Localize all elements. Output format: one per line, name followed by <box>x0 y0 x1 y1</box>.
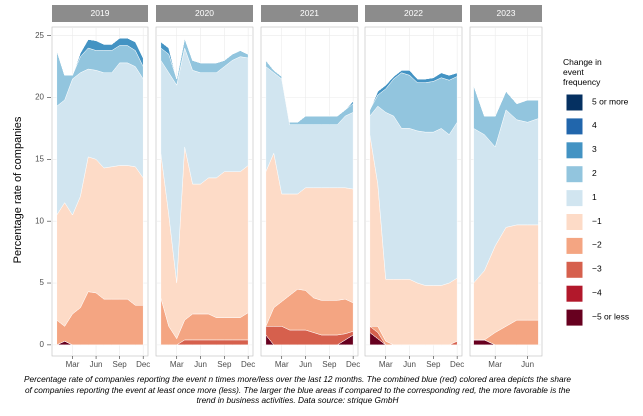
x-tick-label: Jun <box>403 360 416 369</box>
area <box>160 37 249 80</box>
x-tick-label: Sep <box>113 360 128 369</box>
x-tick-label: Jun <box>90 360 103 369</box>
y-axis-title: Percentage rate of companies <box>12 116 24 263</box>
legend-label: −1 <box>592 216 602 226</box>
legend-key <box>565 93 584 112</box>
x-tick-label: Mar <box>66 360 80 369</box>
y-tick-label: 20 <box>35 93 44 102</box>
x-tick-label: Sep <box>426 360 441 369</box>
strip-label: 2020 <box>195 8 214 18</box>
area <box>265 60 354 123</box>
strip <box>261 5 358 22</box>
x-tick-label: Sep <box>217 360 232 369</box>
y-tick-label: 25 <box>35 31 44 40</box>
x-tick-label: Dec <box>450 360 464 369</box>
x-tick-label: Mar <box>170 360 184 369</box>
legend-key <box>565 165 584 184</box>
y-tick-label: 0 <box>40 340 45 349</box>
strip <box>470 5 542 22</box>
x-tick-label: Dec <box>241 360 255 369</box>
strip-label: 2019 <box>91 8 110 18</box>
legend-key <box>565 236 584 255</box>
legend-label: 1 <box>592 192 597 202</box>
area <box>473 85 539 117</box>
x-tick-label: Mar <box>379 360 393 369</box>
legend-label: −3 <box>592 264 602 274</box>
legend-key <box>565 117 584 136</box>
strip <box>52 5 148 22</box>
legend-label: −4 <box>592 287 602 297</box>
legend-key <box>565 213 584 231</box>
strip-label: 2023 <box>497 8 516 18</box>
y-tick-label: 5 <box>40 278 45 287</box>
x-tick-label: Jun <box>521 360 534 369</box>
y-tick-label: 15 <box>35 154 44 163</box>
y-tick-label: 10 <box>35 216 44 225</box>
legend-label: −2 <box>592 240 602 250</box>
strip-label: 2021 <box>300 8 319 18</box>
caption: Percentage rate of companies reporting t… <box>24 374 571 405</box>
strip <box>156 5 253 22</box>
x-tick-label: Sep <box>322 360 337 369</box>
legend-label: 4 <box>592 120 597 130</box>
area <box>369 70 458 110</box>
legend-label: −5 or less <box>592 311 629 321</box>
x-tick-label: Mar <box>488 360 502 369</box>
x-tick-label: Dec <box>346 360 360 369</box>
legend-label: 2 <box>592 168 597 178</box>
legend-key <box>565 260 584 279</box>
strip <box>365 5 462 22</box>
x-tick-label: Mar <box>275 360 289 369</box>
legend-key <box>565 308 584 327</box>
x-tick-label: Dec <box>136 360 150 369</box>
legend-label: 5 or more <box>592 96 629 106</box>
legend-key <box>565 284 584 303</box>
x-tick-label: Jun <box>299 360 312 369</box>
legend-label: 3 <box>592 144 597 154</box>
legend-key <box>565 141 584 160</box>
legend-key <box>565 189 584 208</box>
area <box>56 37 144 76</box>
legend-title: Change in event frequency <box>563 57 602 87</box>
strip-label: 2022 <box>404 8 423 18</box>
x-tick-label: Jun <box>194 360 207 369</box>
